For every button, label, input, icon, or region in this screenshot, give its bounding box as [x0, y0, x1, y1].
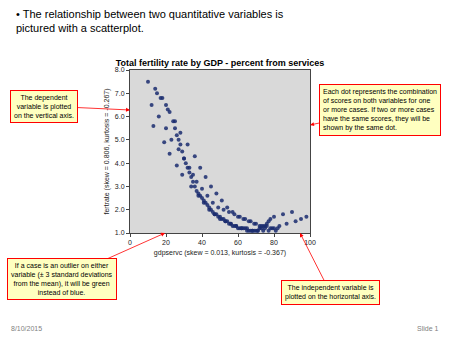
svg-text:The independent variable isplo: The independent variable isplotted on th…: [285, 284, 376, 301]
svg-text:40: 40: [198, 239, 206, 246]
svg-text:7.0: 7.0: [115, 90, 125, 97]
svg-text:Slide 1: Slide 1: [417, 325, 439, 332]
svg-text:Each dot represents the combin: Each dot represents the combinationof sc…: [323, 88, 437, 132]
svg-text:5.0: 5.0: [115, 136, 125, 143]
svg-text:60: 60: [234, 239, 242, 246]
svg-text:8.0: 8.0: [115, 66, 125, 73]
svg-text:fertrate (skew = 0.806, kurtos: fertrate (skew = 0.806, kurtosis = -0.26…: [103, 88, 111, 214]
svg-text:8/10/2015: 8/10/2015: [11, 325, 42, 332]
svg-text:20: 20: [162, 239, 170, 246]
svg-text:0: 0: [128, 239, 132, 246]
svg-text:1.0: 1.0: [115, 229, 125, 236]
svg-text:• The relationship between two: • The relationship between two quantitat…: [16, 8, 284, 34]
svg-text:6.0: 6.0: [115, 113, 125, 120]
svg-text:If a case is an outlier on eit: If a case is an outlier on eithervariabl…: [11, 262, 113, 296]
svg-text:4.0: 4.0: [115, 160, 125, 167]
svg-text:Total fertility rate by GDP -: Total fertility rate by GDP - percent fr…: [116, 58, 325, 68]
svg-text:2.0: 2.0: [115, 206, 125, 213]
svg-text:100: 100: [304, 239, 316, 246]
svg-text:gdpservc (skew = 0.013, kurtos: gdpservc (skew = 0.013, kurtosis = -0.36…: [154, 249, 286, 257]
svg-text:The dependentvariable is plott: The dependentvariable is plottedon the v…: [14, 94, 74, 119]
svg-text:80: 80: [270, 239, 278, 246]
svg-text:3.0: 3.0: [115, 183, 125, 190]
